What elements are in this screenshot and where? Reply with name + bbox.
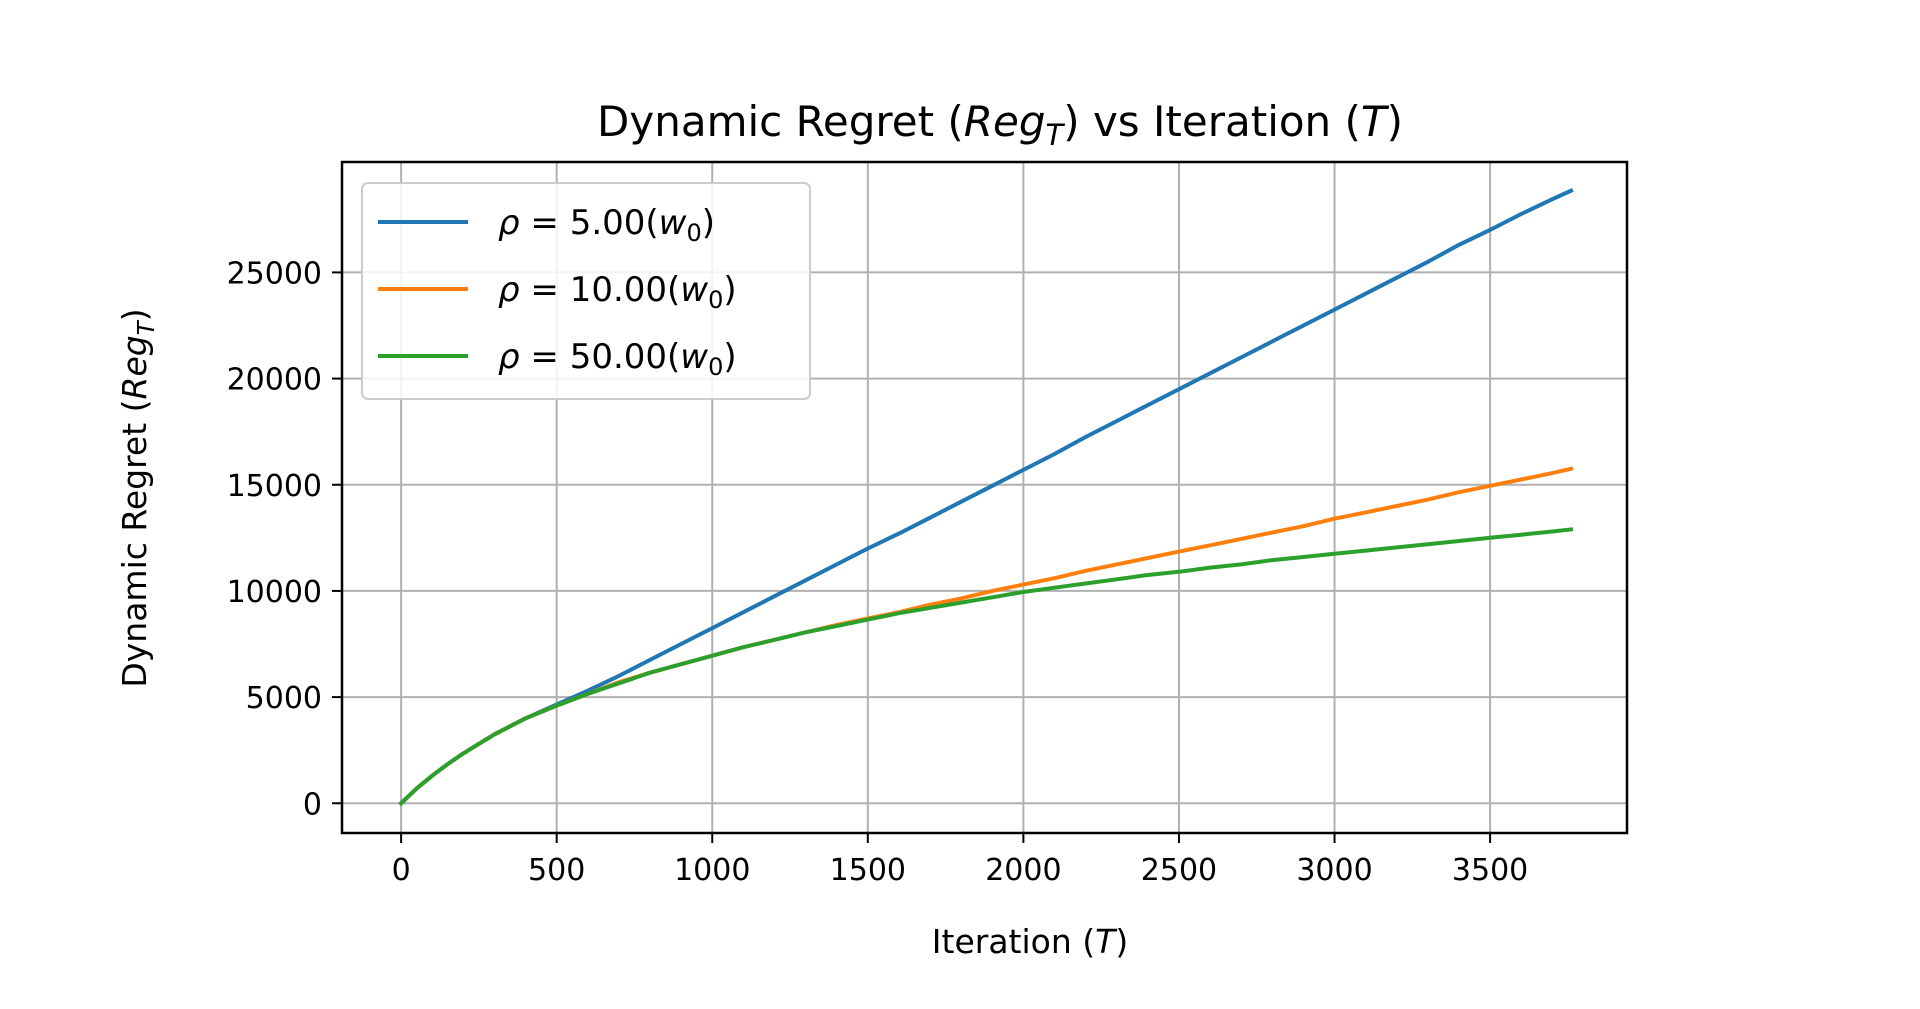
x-tick-label: 0 bbox=[392, 853, 411, 888]
x-tick-label: 2500 bbox=[1141, 853, 1217, 888]
x-tick-label: 2000 bbox=[985, 853, 1061, 888]
legend-label-rho-5: ρ = 5.00(w0) bbox=[498, 203, 715, 247]
legend-label-rho-10: ρ = 10.00(w0) bbox=[498, 270, 737, 314]
plot-frame bbox=[340, 160, 1629, 835]
y-tick-label: 10000 bbox=[227, 575, 322, 610]
x-tick-label: 3500 bbox=[1452, 853, 1528, 888]
x-tick-label: 1500 bbox=[830, 853, 906, 888]
legend: ρ = 5.00(w0) ρ = 10.00(w0) ρ = 50.00(w0) bbox=[361, 182, 811, 400]
y-axis-ticks: 0 5000 10000 15000 20000 25000 bbox=[227, 256, 342, 822]
series-line-rho-50 bbox=[398, 527, 1574, 807]
y-tick-label: 15000 bbox=[227, 469, 322, 504]
y-tick-label: 20000 bbox=[227, 363, 322, 398]
x-tick-label: 1000 bbox=[674, 853, 750, 888]
legend-box bbox=[361, 182, 811, 400]
x-tick-label: 500 bbox=[528, 853, 585, 888]
y-tick-label: 25000 bbox=[227, 256, 322, 291]
y-tick-label: 0 bbox=[303, 787, 322, 822]
y-axis-label: Dynamic Regret (RegT) bbox=[115, 308, 160, 687]
series-group bbox=[398, 188, 1574, 807]
y-tick-label: 5000 bbox=[246, 681, 322, 716]
chart-title: Dynamic Regret (RegT) vs Iteration (T) bbox=[597, 97, 1403, 152]
x-axis-ticks: 0 500 1000 1500 2000 2500 3000 3500 bbox=[392, 833, 1528, 888]
legend-label-rho-50: ρ = 50.00(w0) bbox=[498, 337, 737, 381]
x-tick-label: 3000 bbox=[1296, 853, 1372, 888]
x-axis-label: Iteration (T) bbox=[932, 922, 1128, 961]
